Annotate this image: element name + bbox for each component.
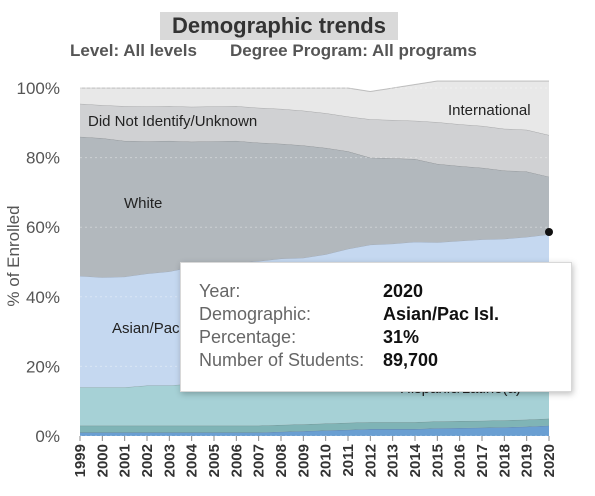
- area-unknown[interactable]: [80, 103, 549, 177]
- x-tick-label: 2013: [385, 444, 402, 477]
- series-label: Did Not Identify/Unknown: [88, 113, 257, 130]
- x-tick-label: 2008: [273, 444, 290, 477]
- level-filter[interactable]: Level: All levels: [70, 41, 197, 60]
- tooltip-students-value: 89,700: [383, 350, 439, 370]
- x-tick-label: 2001: [117, 444, 134, 477]
- y-axis-label: % of Enrolled: [4, 205, 23, 306]
- tooltip-percentage-label: Percentage:: [199, 327, 297, 347]
- y-tick-label: 80%: [26, 149, 60, 168]
- x-tick-label: 2009: [295, 444, 312, 477]
- x-tick-label: 2004: [184, 443, 201, 477]
- tooltip-year-label: Year:: [199, 281, 241, 301]
- tooltip-students-label: Number of Students:: [199, 350, 365, 370]
- x-tick-label: 2003: [161, 444, 178, 477]
- y-axis-ticks: 0% 20% 40% 60% 80% 100%: [17, 79, 60, 446]
- chart-title: Demographic trends: [160, 12, 398, 40]
- x-tick-label: 2002: [139, 444, 156, 477]
- y-tick-label: 60%: [26, 218, 60, 237]
- x-tick-label: 2010: [318, 444, 335, 477]
- x-tick-label: 2017: [474, 444, 491, 477]
- x-tick-label: 2016: [452, 444, 469, 477]
- x-tick-label: 2014: [407, 443, 424, 477]
- y-tick-label: 100%: [17, 79, 60, 98]
- x-tick-label: 2007: [251, 444, 268, 477]
- tooltip-year-value: 2020: [383, 281, 424, 301]
- y-tick-label: 40%: [26, 288, 60, 307]
- series-label: White: [124, 195, 162, 212]
- hover-point[interactable]: [545, 228, 553, 236]
- x-tick-label: 2019: [519, 444, 536, 477]
- area-edge-international: [80, 80, 549, 93]
- series-label: International: [448, 102, 531, 119]
- x-axis-ticks: 1999 2000 2001 2002 2003 2004 2005 2006 2007 2008…: [72, 436, 558, 477]
- x-tick-label: 2011: [340, 444, 357, 477]
- x-tick-label: 2020: [541, 444, 558, 477]
- x-tick-label: 2000: [94, 444, 111, 477]
- area-international[interactable]: [80, 81, 549, 135]
- tooltip-percentage-value: 31%: [383, 327, 420, 347]
- degree-program-filter[interactable]: Degree Program: All programs: [230, 41, 477, 60]
- x-tick-label: 1999: [72, 444, 89, 477]
- area-white[interactable]: [80, 136, 549, 278]
- x-tick-label: 2018: [496, 444, 513, 477]
- area-black[interactable]: [80, 418, 549, 433]
- x-tick-label: 2012: [362, 444, 379, 477]
- tooltip-demographic-value: Asian/Pac Isl.: [383, 304, 500, 324]
- y-tick-label: 20%: [26, 357, 60, 376]
- x-tick-label: 2015: [429, 444, 446, 477]
- tooltip: Year: 2020 Demographic: Asian/Pac Isl. P…: [180, 262, 572, 392]
- y-tick-label: 0%: [35, 427, 60, 446]
- x-tick-label: 2006: [228, 444, 245, 477]
- tooltip-demographic-label: Demographic:: [199, 304, 312, 324]
- area-other[interactable]: [80, 425, 549, 436]
- x-tick-label: 2005: [206, 444, 223, 477]
